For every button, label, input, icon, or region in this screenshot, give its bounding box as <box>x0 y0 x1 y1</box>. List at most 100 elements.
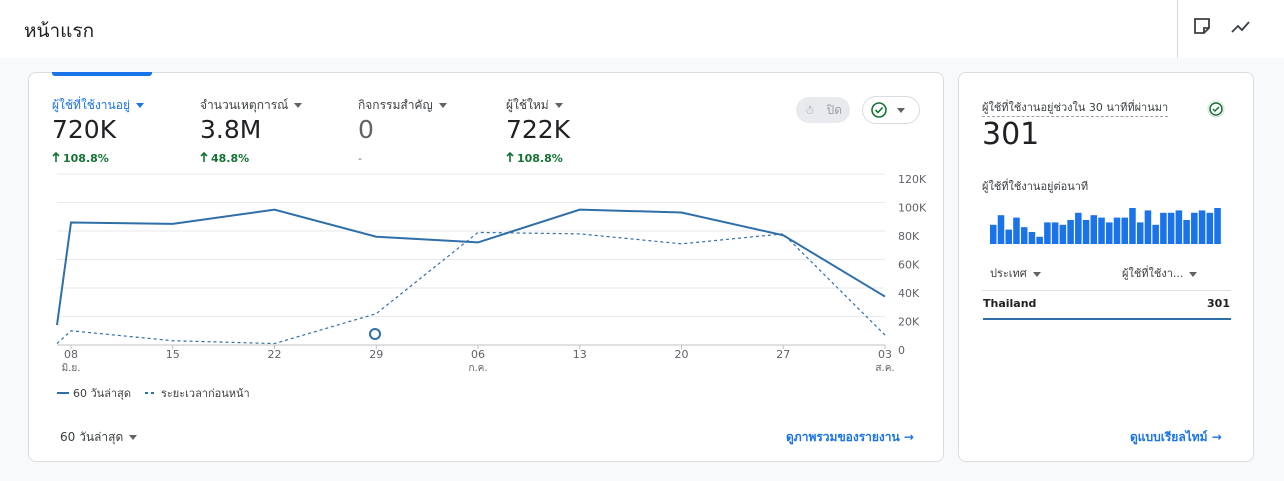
table-header[interactable]: ผู้ใช้ที่ใช้งา... <box>1122 264 1198 282</box>
realtime-title: ผู้ใช้ที่ใช้งานอยู่ช่วงใน 30 นาทีที่ผ่าน… <box>982 98 1169 117</box>
metric-label[interactable]: ผู้ใช้ใหม่ <box>506 96 563 115</box>
metric-label-text: จำนวนเหตุการณ์ <box>200 98 289 112</box>
bar <box>1044 222 1051 244</box>
realtime-value: 301 <box>982 117 1040 152</box>
compare-button[interactable] <box>862 96 920 124</box>
status-icon <box>1207 100 1225 118</box>
bar <box>1082 220 1090 244</box>
series-line <box>56 208 886 326</box>
metric-label[interactable]: ผู้ใช้ที่ใช้งานอยู่ <box>52 96 144 115</box>
metric-label-text: ผู้ใช้ที่ใช้งานอยู่ <box>52 98 130 112</box>
x-tick-label: 20 <box>675 348 689 361</box>
bar <box>1090 215 1098 244</box>
metric-label[interactable]: จำนวนเหตุการณ์ <box>200 96 303 115</box>
bar <box>1121 217 1128 244</box>
page-title: หน้าแรก <box>24 20 95 42</box>
legend-label: ระยะเวลาก่อนหน้า <box>161 387 250 400</box>
x-tick-label: 06 <box>471 348 485 361</box>
y-tick-label: 100K <box>898 202 927 215</box>
bar <box>1113 217 1121 244</box>
bar <box>1214 208 1221 244</box>
bar <box>1013 217 1020 244</box>
period-label: 60 วันล่าสุด <box>60 430 124 444</box>
metric-change-text: - <box>358 152 362 165</box>
notes-icon[interactable] <box>1192 16 1212 36</box>
x-tick-label: 13 <box>573 348 587 361</box>
bar <box>1020 227 1028 244</box>
bar <box>1075 212 1082 244</box>
header-text: ประเทศ <box>990 267 1027 280</box>
annotation-marker <box>369 328 381 340</box>
bar <box>1167 212 1175 244</box>
insights-icon[interactable] <box>1230 16 1252 36</box>
metric-label-text: กิจกรรมสำคัญ <box>358 98 433 112</box>
bar <box>1067 220 1074 244</box>
row-bar <box>983 318 1231 320</box>
series-line <box>56 231 886 345</box>
toggle[interactable]: ☃ ปิด <box>796 97 850 123</box>
metric-label-text: ผู้ใช้ใหม่ <box>506 98 549 112</box>
up-arrow <box>506 151 514 162</box>
minute-chart-title: ผู้ใช้ที่ใช้งานอยู่ต่อนาที <box>982 180 1089 193</box>
y-tick-label: 20K <box>898 316 920 329</box>
metric-value: 3.8M <box>200 115 262 144</box>
bar <box>990 224 997 244</box>
up-arrow <box>52 151 60 162</box>
x-tick-label: 15 <box>166 348 180 361</box>
overview-card <box>28 72 944 462</box>
y-tick-label: 0 <box>898 344 905 357</box>
bar <box>1152 224 1159 244</box>
y-tick-label: 120K <box>898 173 927 186</box>
x-tick-label: 08 <box>64 348 78 361</box>
realtime-link[interactable]: ดูแบบเรียลไทม์ → <box>1130 430 1222 444</box>
legend-label: 60 วันล่าสุด <box>73 387 131 400</box>
x-tick-month: มิ.ย. <box>62 363 81 374</box>
bar <box>1129 208 1136 244</box>
bar <box>1051 222 1059 244</box>
metric-change: 48.8% <box>200 151 250 165</box>
active-tab <box>52 72 152 76</box>
metric-change-text: 48.8% <box>211 152 250 165</box>
period-select[interactable]: 60 วันล่าสุด <box>60 428 138 447</box>
bar <box>1005 229 1012 244</box>
overview-link-text: ดูภาพรวมของรายงาน <box>786 430 900 444</box>
table-header[interactable]: ประเทศ <box>990 264 1041 282</box>
overview-link[interactable]: ดูภาพรวมของรายงาน → <box>786 430 914 444</box>
x-tick-label: 03 <box>878 348 892 361</box>
x-tick-label: 27 <box>776 348 790 361</box>
bar <box>1136 222 1144 244</box>
top-bar <box>0 0 1284 58</box>
metric-change: 108.8% <box>506 151 563 165</box>
bar <box>1144 210 1152 244</box>
metric-label[interactable]: กิจกรรมสำคัญ <box>358 96 447 115</box>
metric-value: 720K <box>52 115 117 144</box>
row-divider <box>982 290 1231 291</box>
metric-change-text: 108.8% <box>517 152 563 165</box>
header-text: ผู้ใช้ที่ใช้งา... <box>1122 267 1184 280</box>
bar <box>1160 212 1167 244</box>
bar <box>1059 224 1067 244</box>
x-tick-label: 29 <box>369 348 383 361</box>
bar <box>1183 220 1190 244</box>
bar <box>1198 210 1206 244</box>
bar <box>997 215 1005 244</box>
y-tick-label: 60K <box>898 259 920 272</box>
realtime-link-text: ดูแบบเรียลไทม์ <box>1130 430 1208 444</box>
x-tick-month: ก.ค. <box>468 363 487 374</box>
metric-change: - <box>358 152 362 165</box>
x-tick-month: ส.ค. <box>875 363 894 374</box>
bar <box>1106 222 1113 244</box>
metric-value: 0 <box>358 115 374 144</box>
up-arrow <box>200 151 208 162</box>
y-tick-label: 80K <box>898 230 920 243</box>
toggle-label: ปิด <box>826 103 842 117</box>
bar <box>1098 217 1105 244</box>
realtime-card <box>958 72 1254 462</box>
bar <box>1175 210 1183 244</box>
bar <box>1191 212 1198 244</box>
bar <box>1206 212 1214 244</box>
table-cell: 301 <box>1207 297 1230 310</box>
bar <box>1028 232 1036 244</box>
x-tick-label: 22 <box>268 348 282 361</box>
